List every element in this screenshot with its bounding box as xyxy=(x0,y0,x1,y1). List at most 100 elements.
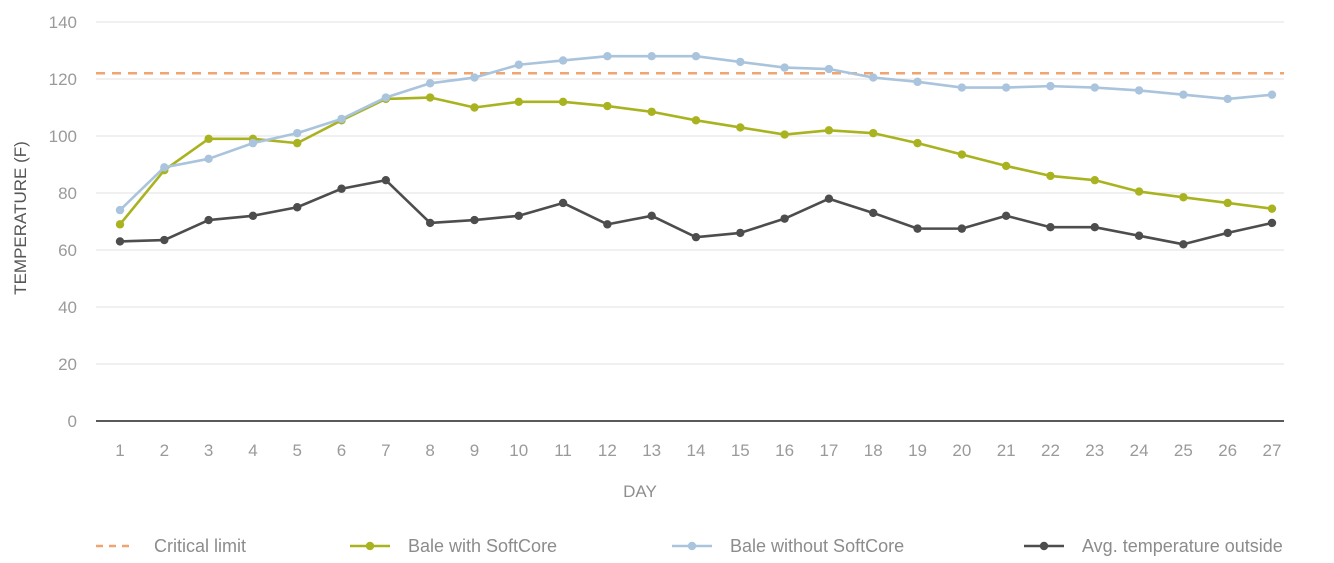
data-point-bale-with-softcore xyxy=(1046,171,1055,181)
x-tick-label: 20 xyxy=(952,441,971,460)
data-point-avg-temperature-outside xyxy=(115,237,125,246)
data-point-bale-without-softcore xyxy=(204,154,213,163)
x-tick-label: 2 xyxy=(160,441,169,460)
data-point-avg-temperature-outside xyxy=(293,203,302,212)
data-point-bale-with-softcore xyxy=(1134,187,1144,196)
data-point-avg-temperature-outside xyxy=(736,228,745,238)
legend-label-bale-with-softcore: Bale with SoftCore xyxy=(408,536,557,556)
data-point-avg-temperature-outside xyxy=(425,218,435,228)
data-point-bale-without-softcore xyxy=(381,93,391,102)
data-point-bale-without-softcore xyxy=(957,83,967,92)
data-point-bale-with-softcore xyxy=(293,138,302,148)
legend-label-bale-without-softcore: Bale without SoftCore xyxy=(730,536,904,556)
data-point-avg-temperature-outside xyxy=(160,235,169,245)
x-axis-title: DAY xyxy=(623,482,657,501)
x-tick-label: 16 xyxy=(775,441,794,460)
legend-label-avg-temperature-outside: Avg. temperature outside xyxy=(1082,536,1283,556)
x-tick-label: 15 xyxy=(731,441,750,460)
legend-marker-bale-with-softcore xyxy=(365,541,375,551)
data-point-bale-without-softcore xyxy=(1134,86,1144,95)
x-tick-label: 26 xyxy=(1218,441,1237,460)
data-point-bale-without-softcore xyxy=(470,73,479,82)
data-point-bale-without-softcore xyxy=(824,64,834,74)
y-tick-label: 80 xyxy=(58,184,77,203)
data-point-bale-with-softcore xyxy=(869,128,878,138)
data-point-avg-temperature-outside xyxy=(337,184,346,193)
data-point-avg-temperature-outside xyxy=(913,224,922,233)
x-tick-label: 7 xyxy=(381,441,390,460)
data-point-bale-with-softcore xyxy=(603,101,612,111)
data-point-bale-with-softcore xyxy=(1179,193,1188,202)
x-tick-label: 21 xyxy=(997,441,1016,460)
data-point-avg-temperature-outside xyxy=(1179,240,1188,249)
data-point-avg-temperature-outside xyxy=(470,215,479,225)
legend-label-critical-limit: Critical limit xyxy=(154,536,246,556)
data-point-bale-with-softcore xyxy=(736,123,745,132)
data-point-avg-temperature-outside xyxy=(248,211,258,220)
data-point-bale-with-softcore xyxy=(957,150,967,159)
data-point-bale-without-softcore xyxy=(1001,83,1011,92)
y-tick-label: 20 xyxy=(58,355,77,374)
x-tick-label: 11 xyxy=(554,441,572,460)
data-point-bale-without-softcore xyxy=(913,77,922,87)
data-point-avg-temperature-outside xyxy=(381,175,391,185)
data-point-bale-without-softcore xyxy=(869,73,878,82)
data-point-bale-without-softcore xyxy=(603,52,612,61)
y-tick-label: 120 xyxy=(49,70,77,89)
data-point-avg-temperature-outside xyxy=(1090,223,1099,232)
data-point-bale-with-softcore xyxy=(913,138,922,148)
y-tick-label: 100 xyxy=(49,127,77,146)
series-bale-without-softcore xyxy=(115,52,1277,215)
legend-item-bale-without-softcore: Bale without SoftCore xyxy=(672,536,904,556)
x-tick-label: 23 xyxy=(1085,441,1104,460)
data-point-avg-temperature-outside xyxy=(691,232,701,242)
y-tick-label: 60 xyxy=(58,241,77,260)
legend-item-critical-limit: Critical limit xyxy=(96,536,246,556)
data-point-avg-temperature-outside xyxy=(780,214,789,223)
data-point-bale-without-softcore xyxy=(647,52,656,61)
x-tick-label: 8 xyxy=(425,441,434,460)
data-point-bale-without-softcore xyxy=(160,163,169,172)
data-point-avg-temperature-outside xyxy=(1134,231,1144,240)
data-point-bale-with-softcore xyxy=(115,220,125,229)
series-layer xyxy=(115,52,1277,249)
data-point-bale-with-softcore xyxy=(470,103,479,112)
x-tick-label: 17 xyxy=(819,441,838,460)
x-tick-label: 27 xyxy=(1263,441,1282,460)
x-tick-label: 13 xyxy=(642,441,661,460)
legend-marker-avg-temperature-outside xyxy=(1039,541,1049,551)
data-point-avg-temperature-outside xyxy=(824,194,834,203)
data-point-bale-without-softcore xyxy=(425,79,435,88)
x-tick-label: 25 xyxy=(1174,441,1193,460)
x-tick-label: 18 xyxy=(864,441,883,460)
data-point-bale-without-softcore xyxy=(1267,90,1277,99)
data-point-bale-with-softcore xyxy=(824,126,834,135)
data-point-bale-with-softcore xyxy=(558,97,568,107)
data-point-avg-temperature-outside xyxy=(1046,223,1055,232)
data-point-avg-temperature-outside xyxy=(957,224,967,233)
data-point-bale-without-softcore xyxy=(248,138,258,148)
series-avg-temperature-outside xyxy=(115,175,1277,249)
data-point-avg-temperature-outside xyxy=(603,220,612,229)
x-tick-label: 24 xyxy=(1130,441,1149,460)
data-point-bale-with-softcore xyxy=(1223,198,1232,208)
x-tick-label: 9 xyxy=(470,441,479,460)
x-tick-label: 22 xyxy=(1041,441,1060,460)
data-point-bale-without-softcore xyxy=(1046,81,1055,91)
data-point-avg-temperature-outside xyxy=(869,208,878,218)
data-point-avg-temperature-outside xyxy=(1223,228,1232,238)
data-point-avg-temperature-outside xyxy=(204,215,213,225)
data-point-bale-with-softcore xyxy=(691,116,701,125)
data-point-bale-without-softcore xyxy=(115,205,125,215)
data-point-bale-without-softcore xyxy=(514,60,523,69)
x-tick-label: 14 xyxy=(687,441,706,460)
data-point-avg-temperature-outside xyxy=(558,198,568,208)
y-tick-label: 40 xyxy=(58,298,77,317)
data-point-bale-without-softcore xyxy=(1179,90,1188,99)
data-point-bale-with-softcore xyxy=(780,130,789,139)
data-point-avg-temperature-outside xyxy=(514,211,523,220)
data-point-avg-temperature-outside xyxy=(647,211,656,220)
data-point-bale-with-softcore xyxy=(514,97,523,107)
